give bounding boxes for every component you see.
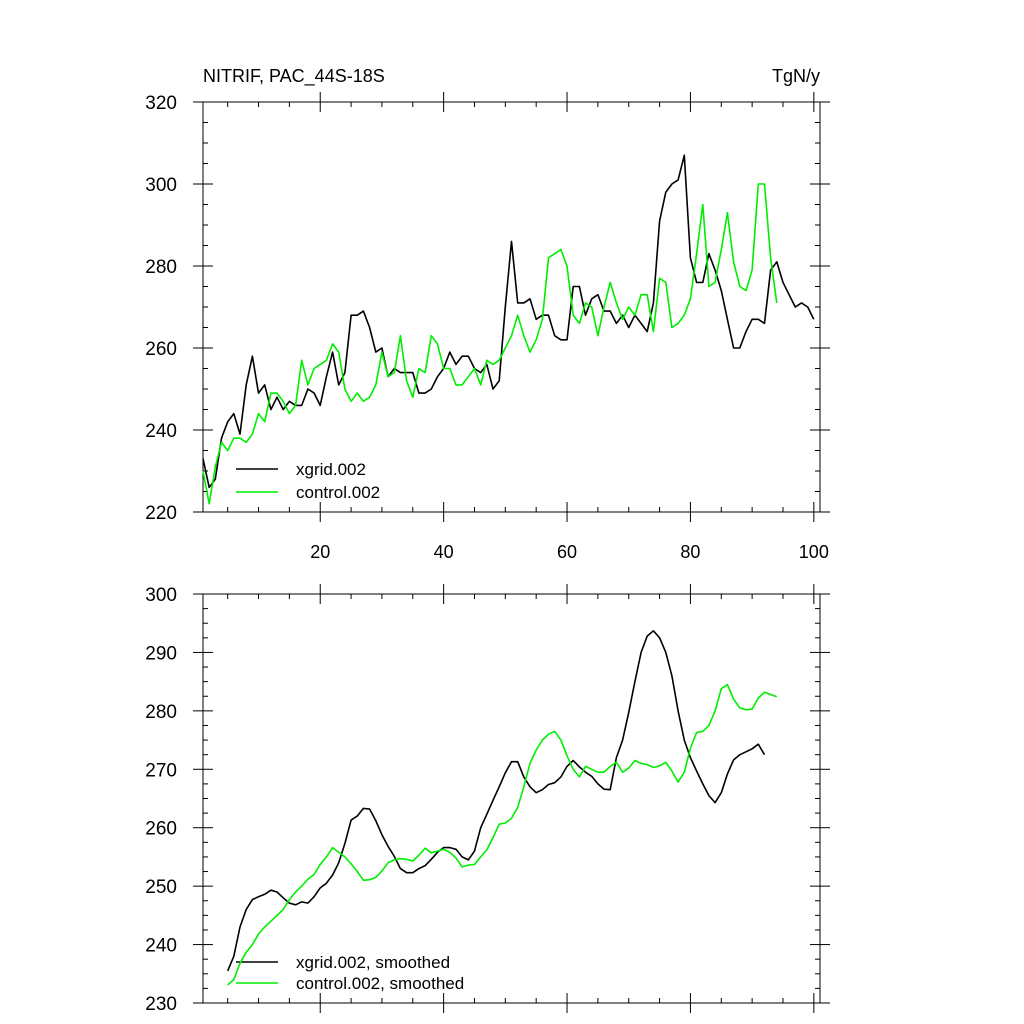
- x-tick-label: 40: [434, 542, 454, 562]
- legend-label: control.002, smoothed: [296, 974, 464, 993]
- chart-title: NITRIF, PAC_44S-18S: [203, 66, 385, 87]
- y-tick-label: 250: [145, 877, 177, 898]
- y-tick-label: 240: [145, 936, 177, 957]
- series-line-1: [202, 183, 778, 505]
- x-tick-label: 20: [310, 542, 330, 562]
- y-tick-label: 320: [145, 93, 177, 114]
- x-tick-label: 60: [557, 542, 577, 562]
- legend-label: control.002: [296, 483, 380, 502]
- y-tick-label: 220: [145, 503, 177, 524]
- x-tick-label: 100: [799, 542, 829, 562]
- y-tick-label: 230: [145, 994, 177, 1015]
- series-line-0: [226, 629, 766, 972]
- y-tick-label: 300: [145, 585, 177, 606]
- bottom-line-chart: 230 240 250 260 270 280 290 300 xgrid.002, smoot…: [145, 584, 830, 1015]
- y-tick-label: 260: [145, 819, 177, 840]
- y-tick-label: 240: [145, 421, 177, 442]
- y-tick-label: 280: [145, 257, 177, 278]
- top-line-chart: 20 40 60 80 100 220 240 260 280 300 320 xgrid.002 co…: [145, 92, 830, 562]
- y-tick-label: 300: [145, 175, 177, 196]
- legend-label: xgrid.002: [296, 460, 366, 479]
- y-tick-label: 260: [145, 339, 177, 360]
- chart-units-label: TgN/y: [772, 66, 820, 86]
- y-tick-label: 280: [145, 702, 177, 723]
- series-line-0: [202, 154, 815, 489]
- y-tick-label: 290: [145, 643, 177, 664]
- series-line-1: [227, 683, 778, 986]
- plot-frame: [202, 101, 821, 513]
- legend-label: xgrid.002, smoothed: [296, 953, 450, 972]
- x-tick-label: 80: [680, 542, 700, 562]
- y-tick-label: 270: [145, 760, 177, 781]
- plot-frame: [202, 593, 821, 1004]
